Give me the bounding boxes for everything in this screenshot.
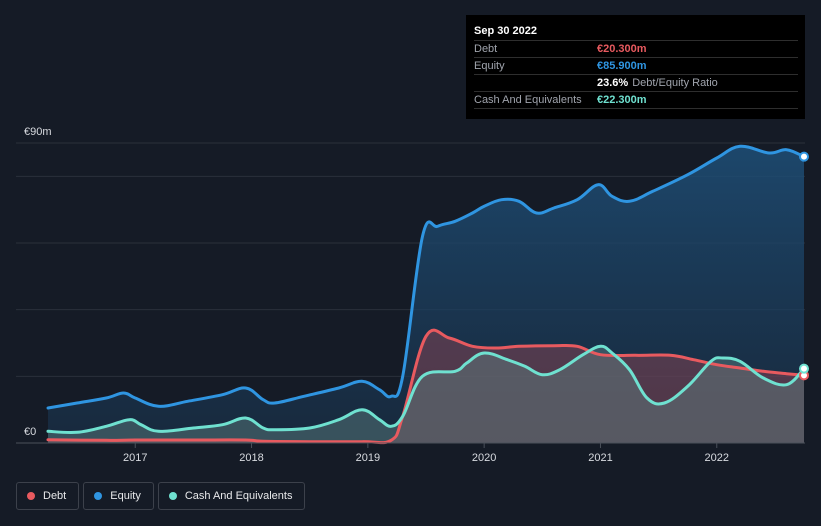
x-tick-label-2020: 2020 [472,452,496,464]
tooltip-row-cash: Cash And Equivalents €22.300m [474,91,798,109]
legend-equity-dot-icon [94,492,103,500]
legend-debt-dot-icon [27,492,35,500]
tooltip-row-ratio: 23.6% Debt/Equity Ratio [474,74,798,91]
data-tooltip: Sep 30 2022 Debt €20.300m Equity €85.900… [466,15,805,119]
debt-line [46,328,806,445]
tooltip-ratio-label [474,75,597,91]
tooltip-date: Sep 30 2022 [474,25,537,37]
legend-item-cash[interactable]: Cash And Equivalents [157,482,306,510]
tooltip-equity-value: €85.900m [597,60,647,72]
chart-legend: Debt Equity Cash And Equivalents [16,482,309,510]
legend-debt-label: Debt [43,490,67,502]
x-tick-label-2019: 2019 [356,452,380,464]
tooltip-cash-label: Cash And Equivalents [474,94,582,106]
equity-end-marker [799,151,809,162]
tooltip-ratio-suffix: Debt/Equity Ratio [632,77,718,89]
x-tick-label-2017: 2017 [123,452,147,464]
legend-item-equity[interactable]: Equity [83,482,154,510]
tooltip-debt-label: Debt [474,43,498,55]
legend-cash-label: Cash And Equivalents [184,490,293,502]
series-areas [48,146,804,444]
legend-equity-label: Equity [110,490,141,502]
y-axis-min-label: €0 [24,426,36,438]
tooltip-equity-label: Equity [474,60,505,72]
x-axis-ticks: 2017 2018 2019 2020 2021 2022 [123,443,729,464]
y-axis-max-label: €90m [24,126,52,138]
series-lines [46,144,806,445]
x-tick-label-2018: 2018 [239,452,263,464]
equity-area [48,146,804,444]
tooltip-cash-value: €22.300m [597,94,647,106]
equity-line [46,144,806,410]
legend-item-debt[interactable]: Debt [16,482,80,510]
cash-and-equivalents-line [46,344,806,435]
tooltip-ratio-value: 23.6% [597,77,629,89]
tooltip-row-debt: Debt €20.300m [474,40,798,57]
cash-and-equivalents-area [48,346,804,443]
series-end-markers [799,151,809,381]
x-tick-label-2021: 2021 [588,452,612,464]
tooltip-row-equity: Equity €85.900m [474,57,798,74]
legend-cash-dot-icon [168,492,177,500]
debt-area [48,330,804,443]
x-tick-label-2022: 2022 [705,452,729,464]
tooltip-debt-value: €20.300m [597,43,647,55]
cash-and-equivalents-end-marker [799,363,809,374]
